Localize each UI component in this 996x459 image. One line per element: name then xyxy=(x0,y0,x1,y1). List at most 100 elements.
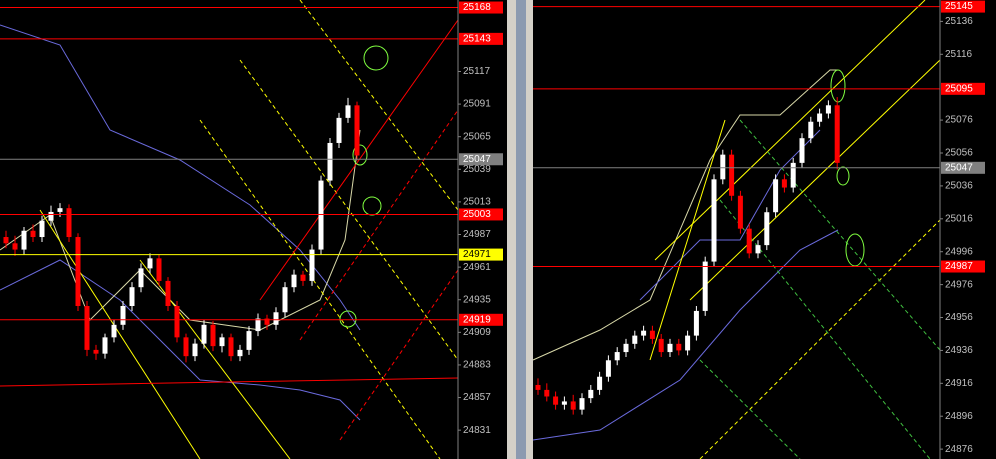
upper-band xyxy=(532,69,838,361)
candle-body xyxy=(790,162,796,188)
candle-body xyxy=(318,180,324,250)
candle-body xyxy=(808,121,814,139)
candle-body xyxy=(111,324,117,338)
candle-body xyxy=(174,306,180,338)
right-indicators xyxy=(532,0,941,459)
candle-body xyxy=(588,389,594,399)
candle-body xyxy=(21,230,27,250)
price-label: 25143 xyxy=(463,34,491,45)
y-tick-label: 24987 xyxy=(463,229,491,240)
candle-body xyxy=(773,179,779,213)
candle-body xyxy=(336,117,342,143)
y-tick-label: 25076 xyxy=(945,115,973,126)
fib-line xyxy=(699,359,801,459)
price-label: 25168 xyxy=(463,2,491,13)
candle-body xyxy=(641,330,647,336)
price-label: 25095 xyxy=(945,83,973,94)
y-tick-label: 25065 xyxy=(463,131,491,142)
price-label: 25047 xyxy=(463,154,491,165)
candle-body xyxy=(685,335,691,351)
lower-band xyxy=(532,229,839,441)
price-label: 25145 xyxy=(945,1,973,12)
candle-body xyxy=(129,287,135,306)
marker-circle xyxy=(830,69,846,103)
candle-body xyxy=(75,237,81,306)
candle-body xyxy=(597,376,603,390)
y-tick-label: 24996 xyxy=(945,246,973,257)
candle-body xyxy=(825,105,831,114)
marker-circle xyxy=(836,166,850,186)
price-label: 24971 xyxy=(463,249,491,260)
marker-circle xyxy=(339,310,357,328)
y-tick-label: 24935 xyxy=(463,294,491,305)
y-tick-label: 25056 xyxy=(945,148,973,159)
fib-line xyxy=(699,219,941,459)
candle-body xyxy=(632,335,638,344)
fib-line xyxy=(299,0,459,211)
candle-body xyxy=(729,154,735,196)
y-tick-label: 24896 xyxy=(945,411,973,422)
price-label-box xyxy=(459,32,503,45)
candle-body xyxy=(255,318,261,332)
candle-body xyxy=(156,258,162,281)
candle-body xyxy=(3,237,9,244)
candle-body xyxy=(711,179,717,262)
middle-band xyxy=(639,129,821,301)
candle-body xyxy=(300,274,306,281)
candle-body xyxy=(57,208,63,212)
candle-body xyxy=(755,245,761,254)
y-tick-label: 25117 xyxy=(463,66,491,77)
candle-body xyxy=(309,249,315,281)
fan-line xyxy=(654,0,926,261)
candle-body xyxy=(345,105,351,118)
price-label-box xyxy=(459,153,503,166)
candle-body xyxy=(623,343,629,353)
price-label-box xyxy=(459,1,503,14)
y-tick-label: 25091 xyxy=(463,99,491,110)
scrollbar[interactable] xyxy=(516,0,526,459)
y-tick-label: 25013 xyxy=(463,197,491,208)
price-label-box xyxy=(941,161,985,174)
candle-body xyxy=(183,337,189,357)
price-label: 25003 xyxy=(463,209,491,220)
y-tick-label: 24857 xyxy=(463,392,491,403)
y-tick-label: 25036 xyxy=(945,181,973,192)
candle-body xyxy=(66,208,72,238)
marker-circle xyxy=(362,196,382,216)
y-tick-label: 24876 xyxy=(945,444,973,455)
candle-body xyxy=(210,324,216,347)
candle-body xyxy=(39,220,45,238)
candle-body xyxy=(737,195,743,229)
y-tick-label: 24961 xyxy=(463,262,491,273)
y-tick-label: 25116 xyxy=(945,49,973,60)
candle-body xyxy=(561,401,567,405)
candle-body xyxy=(84,306,90,350)
candle-body xyxy=(93,349,99,354)
candle-body xyxy=(282,287,288,313)
candle-body xyxy=(48,211,54,221)
candle-body xyxy=(605,360,611,377)
channel-line xyxy=(299,109,459,341)
y-tick-label: 25016 xyxy=(945,213,973,224)
price-label-box xyxy=(459,248,503,261)
candle-body xyxy=(693,310,699,336)
price-label: 25047 xyxy=(945,162,973,173)
y-tick-label: 24916 xyxy=(945,378,973,389)
price-label-box xyxy=(459,313,503,326)
price-label-box xyxy=(941,260,985,273)
y-tick-label: 24956 xyxy=(945,312,973,323)
candle-body xyxy=(817,113,823,122)
candle-body xyxy=(102,337,108,354)
candle-body xyxy=(30,230,36,238)
candle-body xyxy=(12,243,18,250)
y-tick-label: 24936 xyxy=(945,345,973,356)
fan-line xyxy=(139,259,291,459)
fib-line xyxy=(239,59,459,361)
candle-body xyxy=(834,105,840,163)
y-tick-label: 24909 xyxy=(463,327,491,338)
fan-line xyxy=(39,209,201,459)
candle-body xyxy=(264,318,270,325)
candle-body xyxy=(553,396,559,405)
fan-line xyxy=(649,119,726,361)
